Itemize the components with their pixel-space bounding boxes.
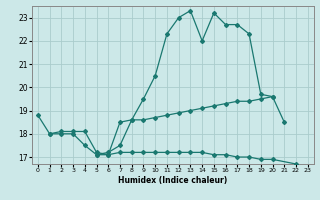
X-axis label: Humidex (Indice chaleur): Humidex (Indice chaleur) <box>118 176 228 185</box>
